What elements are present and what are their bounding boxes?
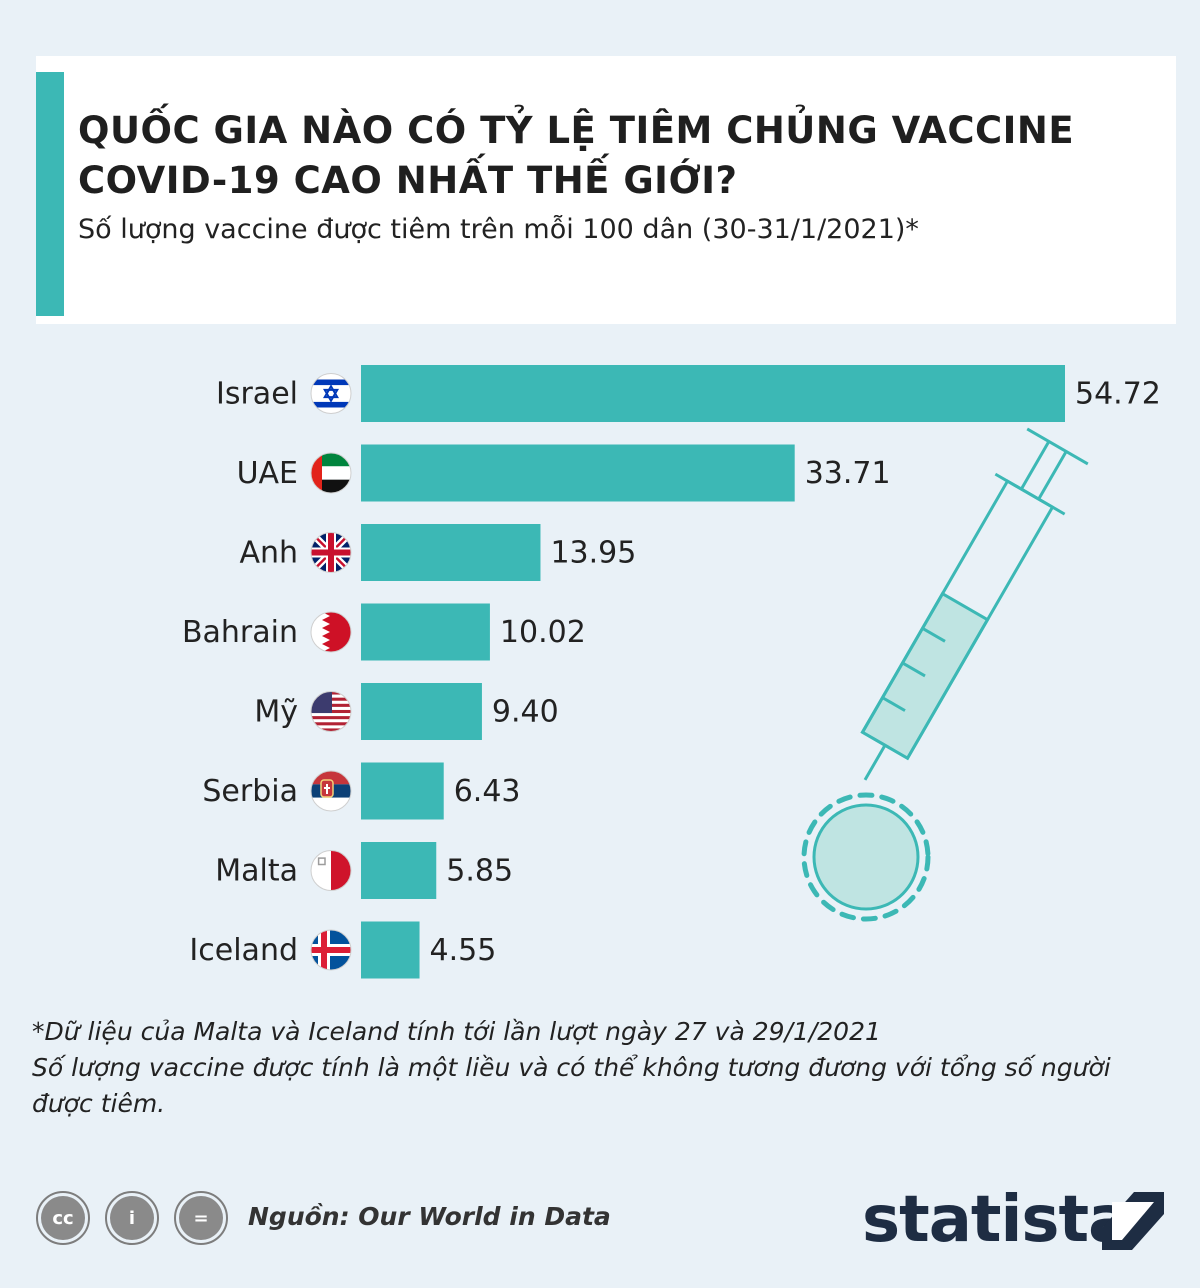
flag-stripe: [311, 797, 351, 811]
chart-title: QUỐC GIA NÀO CÓ TỶ LỆ TIÊM CHỦNG VACCINE…: [78, 109, 1075, 202]
statista-mark-icon: [1102, 1192, 1164, 1250]
source-text: Nguồn: Our World in Data: [248, 1202, 611, 1231]
flag-outline: [310, 532, 352, 573]
bar-m-: [361, 683, 482, 740]
category-label-m-: Mỹ: [254, 695, 298, 730]
flag-serration: [311, 612, 330, 652]
cc-icon[interactable]: cc: [36, 1191, 90, 1245]
flag-stripe: [311, 379, 351, 386]
flag-outline: [310, 373, 352, 414]
no-derivatives-icon[interactable]: =: [174, 1191, 228, 1245]
flag-outline: [310, 850, 352, 891]
flag-cross: [321, 930, 327, 970]
flag-hoist: [311, 453, 322, 493]
bar-anh: [361, 524, 541, 581]
no-derivatives-icon-label: =: [179, 1196, 223, 1240]
value-label-serbia: 6.43: [454, 774, 521, 809]
israel-flag-icon: [311, 373, 351, 414]
note-line-1: *Dữ liệu của Malta và Iceland tính tới l…: [32, 1017, 881, 1046]
category-label-iceland: Iceland: [189, 933, 298, 968]
flag-outline: [310, 611, 352, 653]
flag-stripe: [311, 725, 351, 729]
bahrain-flag-icon: [311, 612, 351, 652]
flag-stripe: [311, 716, 351, 720]
iceland-flag-icon: [311, 930, 351, 970]
bar-israel: [361, 365, 1065, 422]
flag-cross: [328, 532, 334, 573]
flag-canton: [311, 691, 332, 714]
category-label-israel: Israel: [216, 377, 298, 412]
syringe-virus-icon: [801, 427, 1089, 922]
category-label-anh: Anh: [239, 536, 298, 571]
bar-uae: [361, 444, 795, 502]
usa-flag-icon: [311, 691, 351, 732]
bar-malta: [361, 842, 437, 899]
flag-star: [322, 384, 340, 399]
flag-cross: [311, 947, 351, 953]
header-card: QUỐC GIA NÀO CÓ TỶ LỆ TIÊM CHỦNG VACCINE…: [36, 56, 1176, 324]
value-label-m-: 9.40: [492, 695, 559, 730]
flag-stripe: [311, 722, 351, 726]
flag-half: [331, 850, 351, 891]
value-label-israel: 54.72: [1075, 377, 1161, 412]
attribution-icon[interactable]: i: [105, 1191, 159, 1245]
category-label-uae: UAE: [237, 456, 298, 491]
chart-subtitle: Số lượng vaccine được tiêm trên mỗi 100 …: [78, 214, 919, 245]
flag-outline: [310, 929, 352, 971]
flag-stripe: [311, 401, 351, 408]
category-label-malta: Malta: [215, 854, 298, 889]
license-icons: cc i =: [36, 1191, 228, 1245]
category-label-serbia: Serbia: [202, 774, 298, 809]
value-label-malta: 5.85: [446, 854, 513, 889]
brand-logo[interactable]: statista: [862, 1183, 1131, 1257]
bar-serbia: [361, 762, 444, 820]
bar-chart: Israel 54.72 UAE 33.71 Anh 13.95 Bahrain 10.02 M…: [182, 365, 1161, 979]
flag-star: [322, 388, 340, 403]
value-label-iceland: 4.55: [430, 933, 497, 968]
uk-flag-icon: [311, 532, 351, 573]
category-label-bahrain: Bahrain: [182, 615, 298, 650]
value-label-uae: 33.71: [805, 456, 891, 491]
flag-outline: [310, 770, 352, 812]
accent-bar: [36, 72, 64, 316]
flag-stripe: [311, 728, 351, 732]
value-label-bahrain: 10.02: [500, 615, 586, 650]
bar-iceland: [361, 921, 420, 979]
flag-half: [311, 850, 331, 891]
bar-bahrain: [361, 603, 490, 661]
flag-stripe: [311, 719, 351, 723]
flag-coat-of-arms-cross: [324, 784, 330, 794]
chart-notes: *Dữ liệu của Malta và Iceland tính tới l…: [32, 1014, 1162, 1122]
value-label-anh: 13.95: [550, 536, 636, 571]
flag-stripe: [311, 713, 351, 717]
uae-flag-icon: [311, 453, 351, 493]
serbia-flag-icon: [311, 771, 351, 811]
cc-icon-label: cc: [41, 1196, 85, 1240]
flag-outline: [310, 452, 352, 494]
flag-george-cross: [317, 857, 326, 866]
malta-flag-icon: [311, 850, 351, 891]
flag-outline: [310, 691, 352, 732]
attribution-icon-label: i: [110, 1196, 154, 1240]
note-line-2: Số lượng vaccine được tính là một liều v…: [32, 1053, 1111, 1118]
